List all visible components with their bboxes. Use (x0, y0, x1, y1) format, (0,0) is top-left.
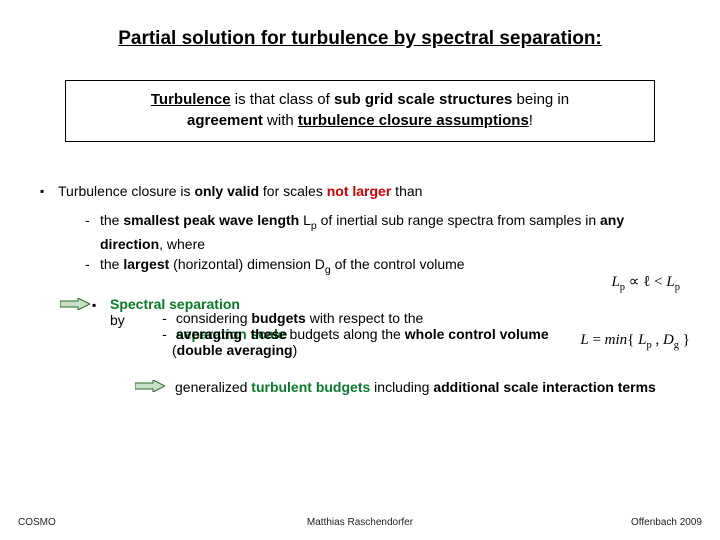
slide: Partial solution for turbulence by spect… (0, 0, 720, 540)
sep-row-budgets: - considering budgets with respect to th… (157, 310, 690, 326)
footer-center: Matthias Raschendorfer (0, 517, 720, 528)
bullet-validity: ▪ Turbulence closure is only valid for s… (40, 182, 680, 202)
box-term: Turbulence (151, 91, 231, 108)
condition-smallest-peak: - the smallest peak wave length Lp of in… (85, 210, 690, 254)
emph-not-larger: not larger (327, 183, 392, 199)
footer-right: Offenbach 2009 (631, 517, 702, 528)
bullet-marker: ▪ (40, 182, 58, 200)
scale-conditions: - the smallest peak wave length Lp of in… (85, 210, 690, 278)
equation-lp: Lp ∝ ℓ < Lp (611, 272, 680, 293)
arrow-icon (60, 296, 92, 310)
condition-largest-dim: - the largest (horizontal) dimension Dg … (85, 254, 690, 278)
definition-box: Turbulence is that class of sub grid sca… (65, 80, 655, 142)
equation-lmin: L = min{ Lp , Dg } (580, 332, 690, 351)
arrow-icon (135, 378, 175, 392)
generalized-budgets-block: generalized turbulent budgets including … (135, 378, 690, 398)
slide-title: Partial solution for turbulence by spect… (80, 28, 640, 50)
overlap-text: separationaveraging (176, 326, 247, 342)
